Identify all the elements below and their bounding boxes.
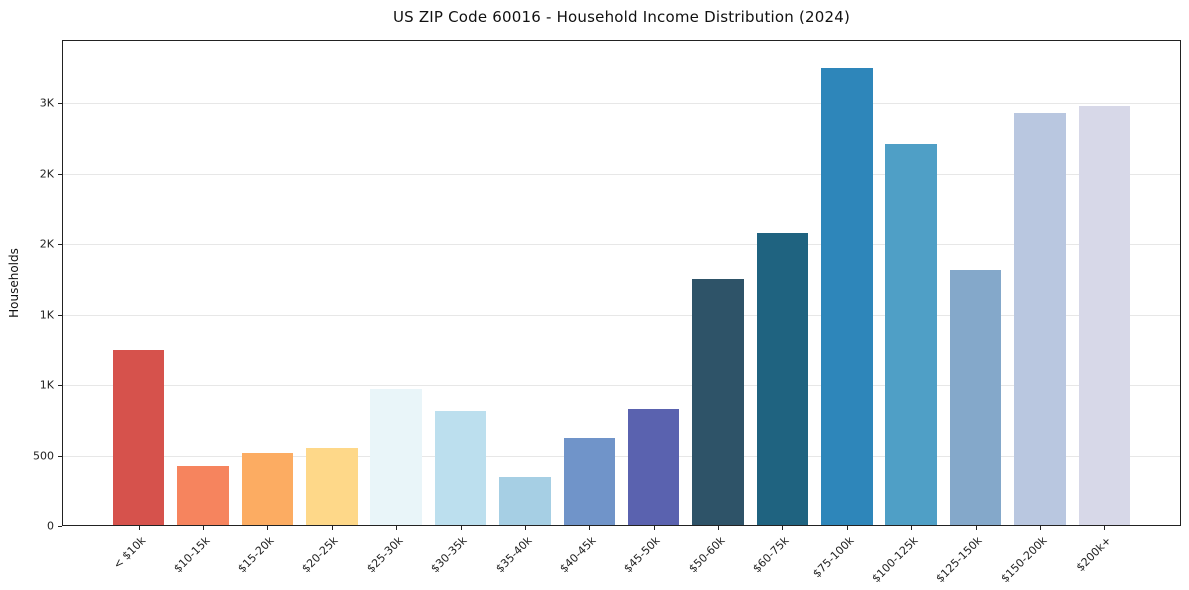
gridline (62, 173, 1181, 175)
x-tick-mark (589, 526, 591, 530)
x-tick-label: $10-15k (170, 534, 213, 576)
x-tick-mark (1039, 526, 1041, 530)
bar-$25-30k (370, 388, 422, 526)
bar-$50-60k (692, 279, 744, 526)
bar-$100-125k (885, 144, 937, 526)
x-tick-label: < $10k (110, 534, 148, 572)
x-tick-label: $20-25k (299, 534, 341, 576)
x-tick-mark (138, 526, 140, 530)
x-tick-label: $15-20k (235, 534, 277, 576)
bar-$75-100k (821, 68, 873, 526)
plot-area (62, 40, 1181, 526)
x-tick-mark (396, 526, 398, 530)
bar-$20-25k (306, 447, 358, 526)
x-tick-label: $50-60k (685, 534, 728, 576)
y-tick-label: 500 (33, 449, 54, 463)
x-tick-label: $25-30k (364, 534, 406, 576)
x-tick-label: $60-75k (750, 534, 792, 576)
x-tick-label: $200k+ (1073, 534, 1114, 575)
x-tick-label: $75-100k (809, 534, 857, 581)
x-tick-mark (846, 526, 848, 530)
gridline (62, 244, 1181, 246)
bar-$150-200k (1014, 113, 1066, 526)
y-tick-label: 0 (47, 519, 54, 533)
y-tick-mark (58, 244, 62, 246)
bar-$40-45k (563, 437, 616, 526)
x-tick-label: $35-40k (492, 534, 535, 576)
bar-$35-40k (499, 477, 551, 526)
x-tick-mark (1104, 526, 1106, 530)
bar-$30-35k (434, 410, 487, 526)
x-tick-label: $125-150k (933, 534, 985, 586)
x-tick-label: $40-45k (557, 534, 599, 576)
y-tick-mark (58, 526, 62, 527)
y-tick-mark (58, 455, 62, 457)
x-tick-mark (460, 526, 462, 530)
x-tick-mark (267, 526, 269, 530)
bar-$200k+ (1078, 105, 1131, 526)
bar-$60-75k (756, 233, 809, 526)
chart-title: US ZIP Code 60016 - Household Income Dis… (392, 8, 851, 26)
x-tick-mark (524, 526, 526, 530)
y-tick-mark (58, 173, 62, 175)
x-tick-mark (653, 526, 655, 530)
bar-$10-15k (177, 466, 229, 526)
plot-frame (62, 40, 1181, 526)
y-tick-label: 2K (39, 167, 54, 181)
y-tick-label: 1K (39, 378, 54, 392)
x-tick-label: $30-35k (428, 534, 470, 576)
x-tick-mark (911, 526, 913, 530)
y-tick-mark (58, 385, 62, 387)
x-tick-label: $100-125k (869, 534, 921, 586)
y-axis-label: Households (7, 248, 21, 318)
bar-< $10k (112, 349, 165, 526)
y-tick-label: 3K (39, 96, 54, 110)
y-tick-mark (58, 314, 62, 316)
x-tick-label: $150-200k (998, 534, 1050, 586)
x-tick-mark (782, 526, 784, 530)
x-tick-mark (331, 526, 333, 530)
x-tick-label: $45-50k (621, 534, 663, 576)
x-tick-mark (975, 526, 977, 530)
bar-$15-20k (241, 452, 294, 526)
gridline (62, 103, 1181, 105)
y-tick-label: 1K (39, 308, 54, 322)
gridline (62, 455, 1181, 457)
y-tick-mark (58, 103, 62, 105)
bar-$45-50k (627, 409, 680, 526)
y-tick-label: 2K (39, 237, 54, 251)
bar-$125-150k (949, 270, 1002, 526)
gridline (62, 385, 1181, 387)
x-tick-mark (203, 526, 204, 530)
x-tick-mark (718, 526, 720, 530)
gridline (62, 314, 1181, 316)
